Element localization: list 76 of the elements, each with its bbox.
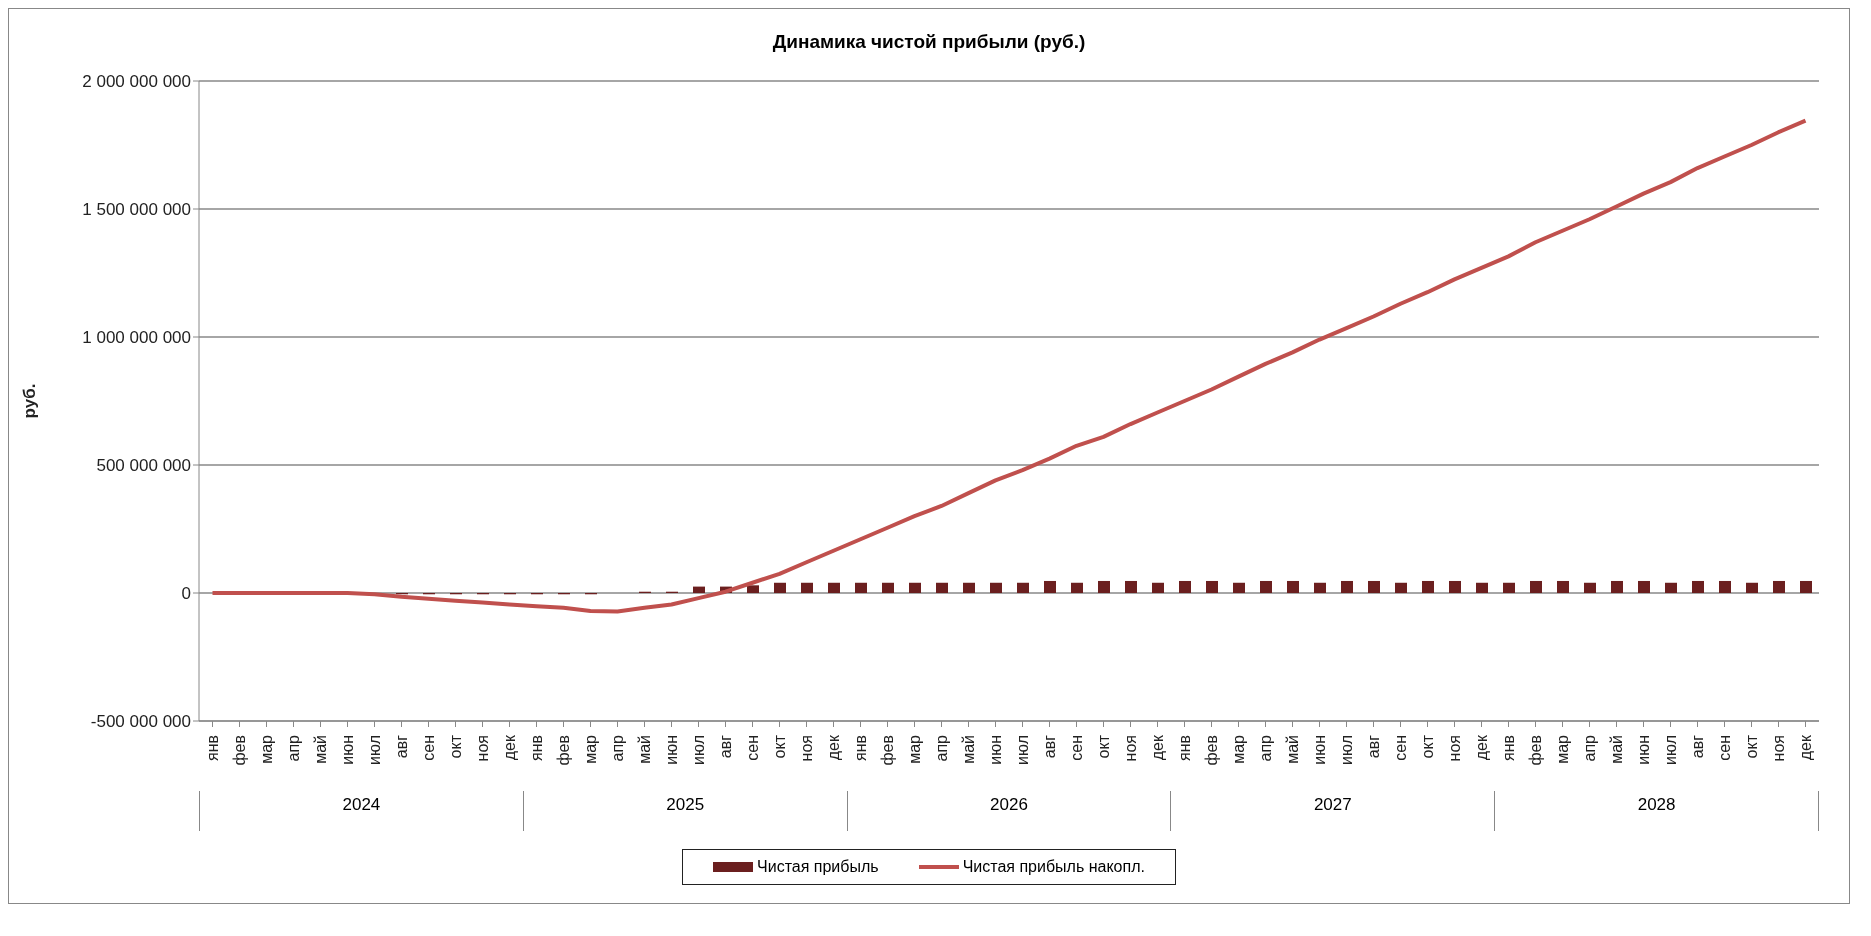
x-tick-label: янв [1500, 735, 1517, 761]
x-tick-label: ноя [1770, 735, 1787, 762]
x-tick-label: дек [825, 734, 842, 761]
x-tick-label: май [312, 735, 329, 764]
x-tick-label: апр [285, 734, 302, 762]
x-tick-label: апр [609, 734, 626, 762]
x-tick-label: сен [744, 735, 761, 761]
x-tick-label: июн [1311, 735, 1328, 765]
x-tick-label: ноя [474, 735, 491, 762]
y-tick-label: 1 000 000 000 [82, 328, 191, 348]
x-tick-label: май [1608, 735, 1625, 764]
x-tick-label: авг [717, 734, 734, 759]
x-tick-label: июн [663, 735, 680, 765]
x-tick-label: янв [852, 735, 869, 761]
x-tick-label: дек [1149, 734, 1166, 761]
y-axis-title: руб. [20, 383, 40, 419]
x-tick-label: июн [987, 735, 1004, 765]
x-tick-label: июл [366, 735, 383, 765]
x-tick-label: ноя [798, 735, 815, 762]
x-tick-label: авг [393, 734, 410, 759]
x-tick-label: фев [879, 735, 896, 766]
x-tick-label: июн [339, 735, 356, 765]
legend-label: Чистая прибыль накопл. [962, 858, 1145, 876]
x-tick-label: ноя [1122, 735, 1139, 762]
text: 2026 [846, 791, 1171, 831]
x-tick-label: май [1284, 735, 1301, 764]
x-tick-label: мар [1230, 734, 1247, 764]
x-tick-label: фев [1527, 735, 1544, 766]
text: 2025 [522, 791, 847, 831]
x-tick-label: фев [555, 735, 572, 766]
x-tick-label: июн [1635, 735, 1652, 765]
x-tick-label: апр [1257, 734, 1274, 762]
x-tick-label: дек [501, 734, 518, 761]
x-tick-label: мар [258, 734, 275, 764]
x-tick-label: апр [933, 734, 950, 762]
x-tick-label: янв [1176, 735, 1193, 761]
y-tick-label: 2 000 000 000 [82, 72, 191, 92]
x-tick-label: июл [690, 735, 707, 765]
x-tick-label: фев [231, 735, 248, 766]
x-tick-label: авг [1041, 734, 1058, 759]
x-tick-label: дек [1473, 734, 1490, 761]
x-tick-label: май [960, 735, 977, 764]
x-tick-label: апр [1581, 734, 1598, 762]
x-tick-label: окт [1743, 734, 1760, 759]
text: 2027 [1170, 791, 1495, 831]
y-tick-label: 0 [181, 584, 191, 604]
y-tick-label: -500 000 000 [90, 712, 191, 732]
x-tick-label: янв [204, 735, 221, 761]
x-tick-label: ноя [1446, 735, 1463, 762]
x-tick-label: июл [1338, 735, 1355, 765]
x-tick-label: авг [1689, 734, 1706, 759]
x-tick-label: окт [1419, 734, 1436, 759]
x-tick-label: май [636, 735, 653, 764]
x-tick-label: окт [1095, 734, 1112, 759]
legend-label: Чистая прибыль [757, 858, 879, 876]
x-tick-label: мар [582, 734, 599, 764]
x-tick-label: июл [1662, 735, 1679, 765]
x-tick-label: сен [1392, 735, 1409, 761]
y-tick-label: 500 000 000 [96, 456, 191, 476]
x-tick-label: сен [1068, 735, 1085, 761]
x-tick-label: фев [1203, 735, 1220, 766]
x-tick-label: мар [1554, 734, 1571, 764]
x-tick-label: окт [771, 734, 788, 759]
text: 2028 [1494, 791, 1819, 831]
x-tick-label: сен [1716, 735, 1733, 761]
x-tick-label: авг [1365, 734, 1382, 759]
text: 2024 [199, 791, 523, 831]
x-tick-label: мар [906, 734, 923, 764]
x-tick-label: янв [528, 735, 545, 761]
line-series [210, 118, 1808, 614]
x-tick-label: дек [1797, 734, 1814, 761]
x-tick-label: окт [447, 734, 464, 759]
x-tick-label: июл [1014, 735, 1031, 765]
x-tick-label: сен [420, 735, 437, 761]
y-tick-label: 1 500 000 000 [82, 200, 191, 220]
chart-title: Динамика чистой прибыли (руб.) [771, 31, 1087, 53]
